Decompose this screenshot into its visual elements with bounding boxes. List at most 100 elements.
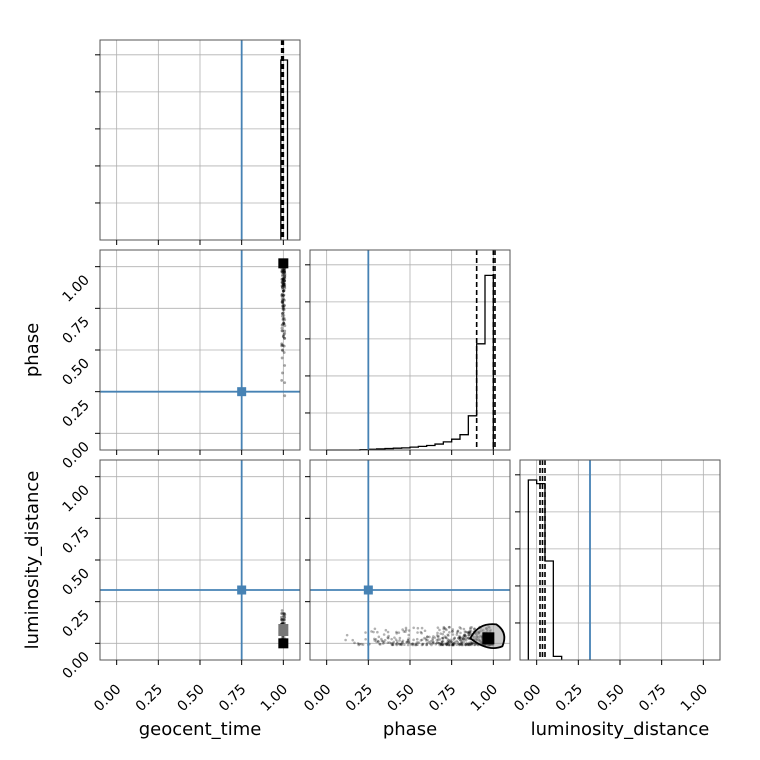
scatter-point: [280, 618, 284, 621]
scatter-point: [423, 629, 427, 633]
scatter-point: [472, 627, 476, 631]
scatter-point: [470, 643, 473, 647]
scatter-point: [281, 334, 285, 338]
scatter-point: [411, 642, 415, 645]
scatter-point: [407, 629, 411, 632]
scatter-point: [395, 643, 399, 647]
scatter-point: [386, 641, 390, 644]
scatter-point: [282, 344, 286, 348]
scatter-point: [281, 635, 285, 639]
scatter-point: [379, 643, 382, 646]
scatter-point: [282, 321, 285, 325]
scatter-point: [281, 294, 285, 298]
x-axis-label-geocent-time: geocent_time: [139, 719, 262, 740]
scatter-point: [281, 314, 284, 318]
scatter-point: [426, 638, 429, 642]
scatter-point: [464, 642, 468, 645]
scatter-point: [283, 270, 287, 274]
scatter-point: [377, 640, 380, 643]
scatter-point: [428, 642, 432, 646]
scatter-point: [387, 634, 390, 638]
scatter-point: [396, 641, 399, 645]
scatter-point: [407, 640, 411, 644]
scatter-point: [383, 638, 387, 642]
scatter-point: [460, 636, 464, 640]
scatter-point: [442, 627, 445, 631]
scatter-point: [283, 381, 287, 385]
scatter-point: [419, 630, 423, 634]
scatter-point: [427, 640, 431, 644]
scatter-point: [281, 280, 284, 284]
scatter-point: [282, 322, 286, 326]
histogram-geocent_time: [280, 59, 289, 240]
scatter-point: [465, 642, 469, 646]
scatter-point: [401, 628, 404, 631]
scatter-point: [281, 281, 284, 285]
scatter-point: [281, 304, 285, 308]
scatter-point: [283, 286, 287, 290]
scatter-point: [464, 643, 468, 647]
scatter-point: [465, 636, 469, 640]
scatter-point: [377, 635, 381, 639]
scatter-point: [281, 287, 285, 291]
scatter-point: [281, 304, 285, 308]
scatter-point: [445, 642, 449, 646]
x-tick-label: 1.00: [678, 682, 711, 715]
scatter-point: [280, 618, 283, 622]
scatter-point: [463, 635, 466, 639]
scatter-point: [437, 641, 441, 645]
scatter-point: [281, 270, 284, 274]
scatter-point: [440, 642, 443, 646]
scatter-point: [282, 293, 286, 297]
scatter-point: [450, 643, 454, 647]
scatter-point: [373, 639, 377, 642]
scatter-point: [442, 625, 446, 629]
scatter-point: [460, 641, 463, 644]
scatter-point: [463, 630, 467, 633]
scatter-point: [445, 643, 449, 647]
scatter-point: [435, 641, 438, 645]
scatter-point: [281, 268, 285, 271]
x-tick-label: 0.75: [216, 682, 249, 715]
scatter-point: [280, 293, 284, 297]
x-tick-label: 1.00: [468, 682, 501, 715]
scatter-point: [282, 276, 286, 280]
scatter-point: [463, 634, 467, 638]
scatter-point: [404, 628, 408, 632]
scatter-point: [282, 271, 286, 275]
scatter-point: [463, 633, 466, 636]
scatter-point: [280, 356, 284, 360]
scatter-point: [399, 642, 403, 646]
scatter-point: [441, 640, 444, 644]
scatter-point: [283, 276, 287, 280]
density-peak: [482, 632, 495, 645]
scatter-point: [281, 278, 285, 282]
scatter-point: [356, 642, 360, 645]
scatter-point: [282, 333, 286, 336]
scatter-point: [364, 637, 367, 641]
scatter-point: [281, 329, 285, 333]
scatter-point: [282, 336, 286, 340]
scatter-point: [439, 642, 443, 646]
scatter-point: [441, 643, 445, 646]
scatter-point: [434, 642, 438, 646]
scatter-point: [280, 294, 284, 297]
scatter-point: [420, 643, 424, 647]
scatter-point: [436, 626, 440, 629]
scatter-point: [281, 298, 285, 302]
scatter-point: [280, 281, 284, 284]
scatter-point: [406, 639, 410, 642]
scatter-point: [467, 634, 471, 637]
scatter-point: [280, 298, 284, 301]
scatter-point: [283, 272, 287, 276]
scatter-point: [281, 308, 285, 311]
scatter-point: [281, 286, 284, 289]
scatter-point: [280, 312, 284, 316]
scatter-point: [282, 304, 286, 307]
scatter-point: [469, 626, 472, 630]
scatter-point: [431, 638, 434, 642]
scatter-point: [463, 637, 467, 641]
scatter-point: [443, 642, 447, 646]
scatter-point: [407, 633, 411, 637]
scatter-point: [282, 279, 285, 283]
